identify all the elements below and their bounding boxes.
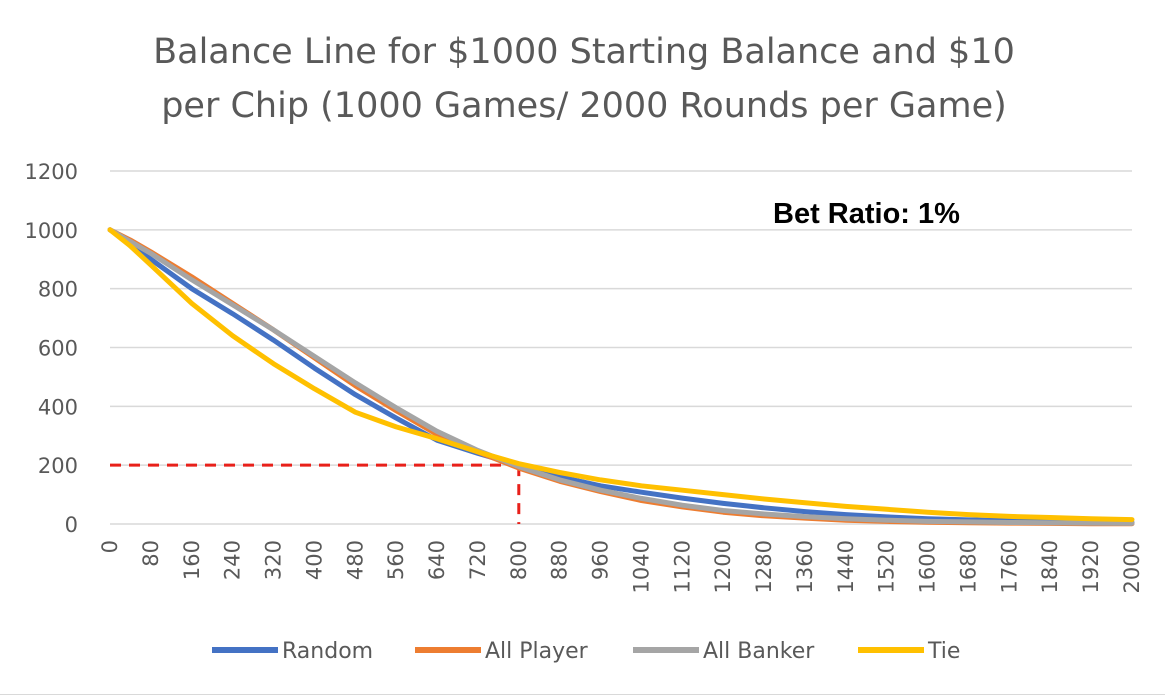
x-tick-label: 1280	[752, 540, 776, 593]
x-tick-label: 1920	[1079, 540, 1103, 593]
legend-label-all-banker: All Banker	[703, 639, 815, 664]
y-tick-label: 1000	[25, 219, 78, 243]
x-tick-label: 1200	[711, 540, 735, 593]
chart-title-line-2: per Chip (1000 Games/ 2000 Rounds per Ga…	[161, 86, 1007, 126]
x-tick-label: 720	[466, 540, 490, 580]
chart-title-line-1: Balance Line for $1000 Starting Balance …	[153, 32, 1015, 72]
x-tick-label: 880	[548, 540, 572, 580]
x-tick-label: 640	[425, 540, 449, 580]
x-tick-label: 1040	[629, 540, 653, 593]
x-tick-label: 1120	[670, 540, 694, 593]
x-tick-label: 320	[262, 540, 286, 580]
series-line-all-player	[107, 227, 1135, 527]
x-tick-label: 480	[343, 540, 367, 580]
x-tick-label: 1520	[875, 540, 899, 593]
y-axis-tick-labels: 0 200 400 600 800 1000 1200	[25, 160, 78, 537]
y-tick-label: 600	[38, 337, 78, 361]
x-tick-label: 1840	[1038, 540, 1062, 593]
x-tick-label: 240	[221, 540, 245, 580]
x-tick-label: 2000	[1120, 540, 1144, 593]
x-tick-label: 1360	[793, 540, 817, 593]
x-tick-label: 960	[589, 540, 613, 580]
legend-item-all-player: All Player	[415, 639, 589, 664]
legend-label-tie: Tie	[927, 639, 960, 664]
x-tick-label: 160	[180, 540, 204, 580]
series-line-all-banker	[107, 227, 1135, 526]
bet-ratio-annotation: Bet Ratio: 1%	[773, 198, 960, 230]
x-tick-label: 560	[384, 540, 408, 580]
x-tick-label: 1680	[956, 540, 980, 593]
x-tick-label: 1760	[997, 540, 1021, 593]
bottom-divider	[0, 694, 1165, 695]
y-tick-label: 200	[38, 454, 78, 478]
legend-item-tie: Tie	[858, 639, 960, 664]
y-tick-label: 0	[65, 513, 78, 537]
series-lines	[107, 227, 1135, 527]
y-tick-label: 1200	[25, 160, 78, 184]
x-tick-label: 0	[98, 540, 122, 553]
x-tick-label: 400	[302, 540, 326, 580]
x-tick-label: 800	[507, 540, 531, 580]
legend-item-all-banker: All Banker	[633, 639, 815, 664]
legend: Random All Player All Banker Tie	[212, 639, 960, 664]
x-tick-label: 1600	[916, 540, 940, 593]
legend-label-random: Random	[282, 639, 373, 664]
x-tick-label: 1440	[834, 540, 858, 593]
legend-item-random: Random	[212, 639, 373, 664]
legend-label-all-player: All Player	[485, 639, 589, 664]
series-line-tie	[107, 227, 1135, 523]
y-tick-label: 800	[38, 278, 78, 302]
x-tick-label: 80	[139, 540, 163, 567]
y-tick-label: 400	[38, 395, 78, 419]
series-line-random	[107, 227, 1135, 525]
gridlines	[110, 170, 1132, 525]
x-axis-tick-labels: 0 80 160 240 320 400 480 560 640 720 800 880 960 1040…	[98, 540, 1144, 593]
reference-lines	[110, 463, 521, 524]
